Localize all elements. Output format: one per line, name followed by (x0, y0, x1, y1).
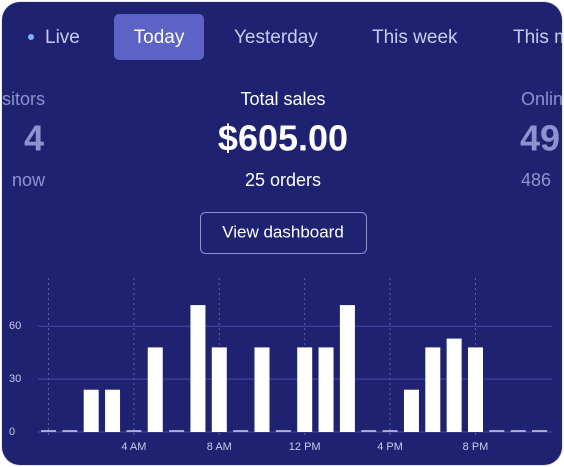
stat-value: 4 (24, 118, 44, 159)
bar (254, 347, 270, 432)
tab[interactable]: Yesterday (234, 27, 318, 48)
tab[interactable]: This week (372, 27, 458, 48)
stat-label: Total sales (240, 89, 325, 109)
x-tick-label: 12 PM (289, 441, 321, 453)
bar (510, 430, 526, 432)
bar (297, 347, 313, 432)
stat-value: 49 (520, 118, 560, 159)
bar (425, 347, 441, 432)
bar (532, 430, 548, 432)
sales-chart: 0 30 60 4 AM 8 AM 12 PM 4 PM 8 PM (9, 278, 552, 453)
stat-value: $605.00 (218, 118, 348, 159)
x-tick-label: 4 PM (377, 441, 403, 453)
tab[interactable]: Live (45, 27, 80, 48)
bar (318, 347, 334, 432)
bar (446, 338, 462, 432)
bar (382, 430, 398, 432)
bar (275, 430, 291, 432)
x-tick-label: 8 PM (463, 441, 489, 453)
bar (190, 305, 206, 432)
bar (41, 430, 56, 432)
bar (126, 430, 142, 432)
y-tick-label: 60 (9, 320, 21, 332)
bar (403, 389, 419, 432)
y-tick-label: 30 (9, 373, 21, 385)
bar (468, 347, 483, 432)
stat-detail: 486 (521, 170, 551, 190)
live-dot (28, 34, 34, 40)
bar (233, 430, 249, 432)
tab[interactable]: Today (134, 27, 185, 48)
stat-label: sitors (2, 89, 45, 109)
bar (339, 305, 355, 432)
x-tick-label: 8 AM (207, 441, 232, 453)
bar (83, 389, 99, 432)
bar (105, 389, 121, 432)
bar (169, 430, 185, 432)
bar (361, 430, 377, 432)
bar (62, 430, 78, 432)
bar (211, 347, 227, 432)
bar (147, 347, 163, 432)
stat-detail: 25 orders (245, 170, 321, 190)
stat-label: Onlin (521, 89, 563, 109)
tab[interactable]: This m (513, 27, 564, 48)
button-border[interactable] (200, 212, 367, 254)
stat-detail: now (12, 170, 46, 190)
bar (489, 430, 505, 432)
y-tick-label: 0 (9, 426, 15, 438)
active-tab-background (114, 14, 204, 60)
x-tick-label: 4 AM (121, 441, 146, 453)
view-dashboard-button[interactable]: View dashboard (222, 222, 344, 241)
